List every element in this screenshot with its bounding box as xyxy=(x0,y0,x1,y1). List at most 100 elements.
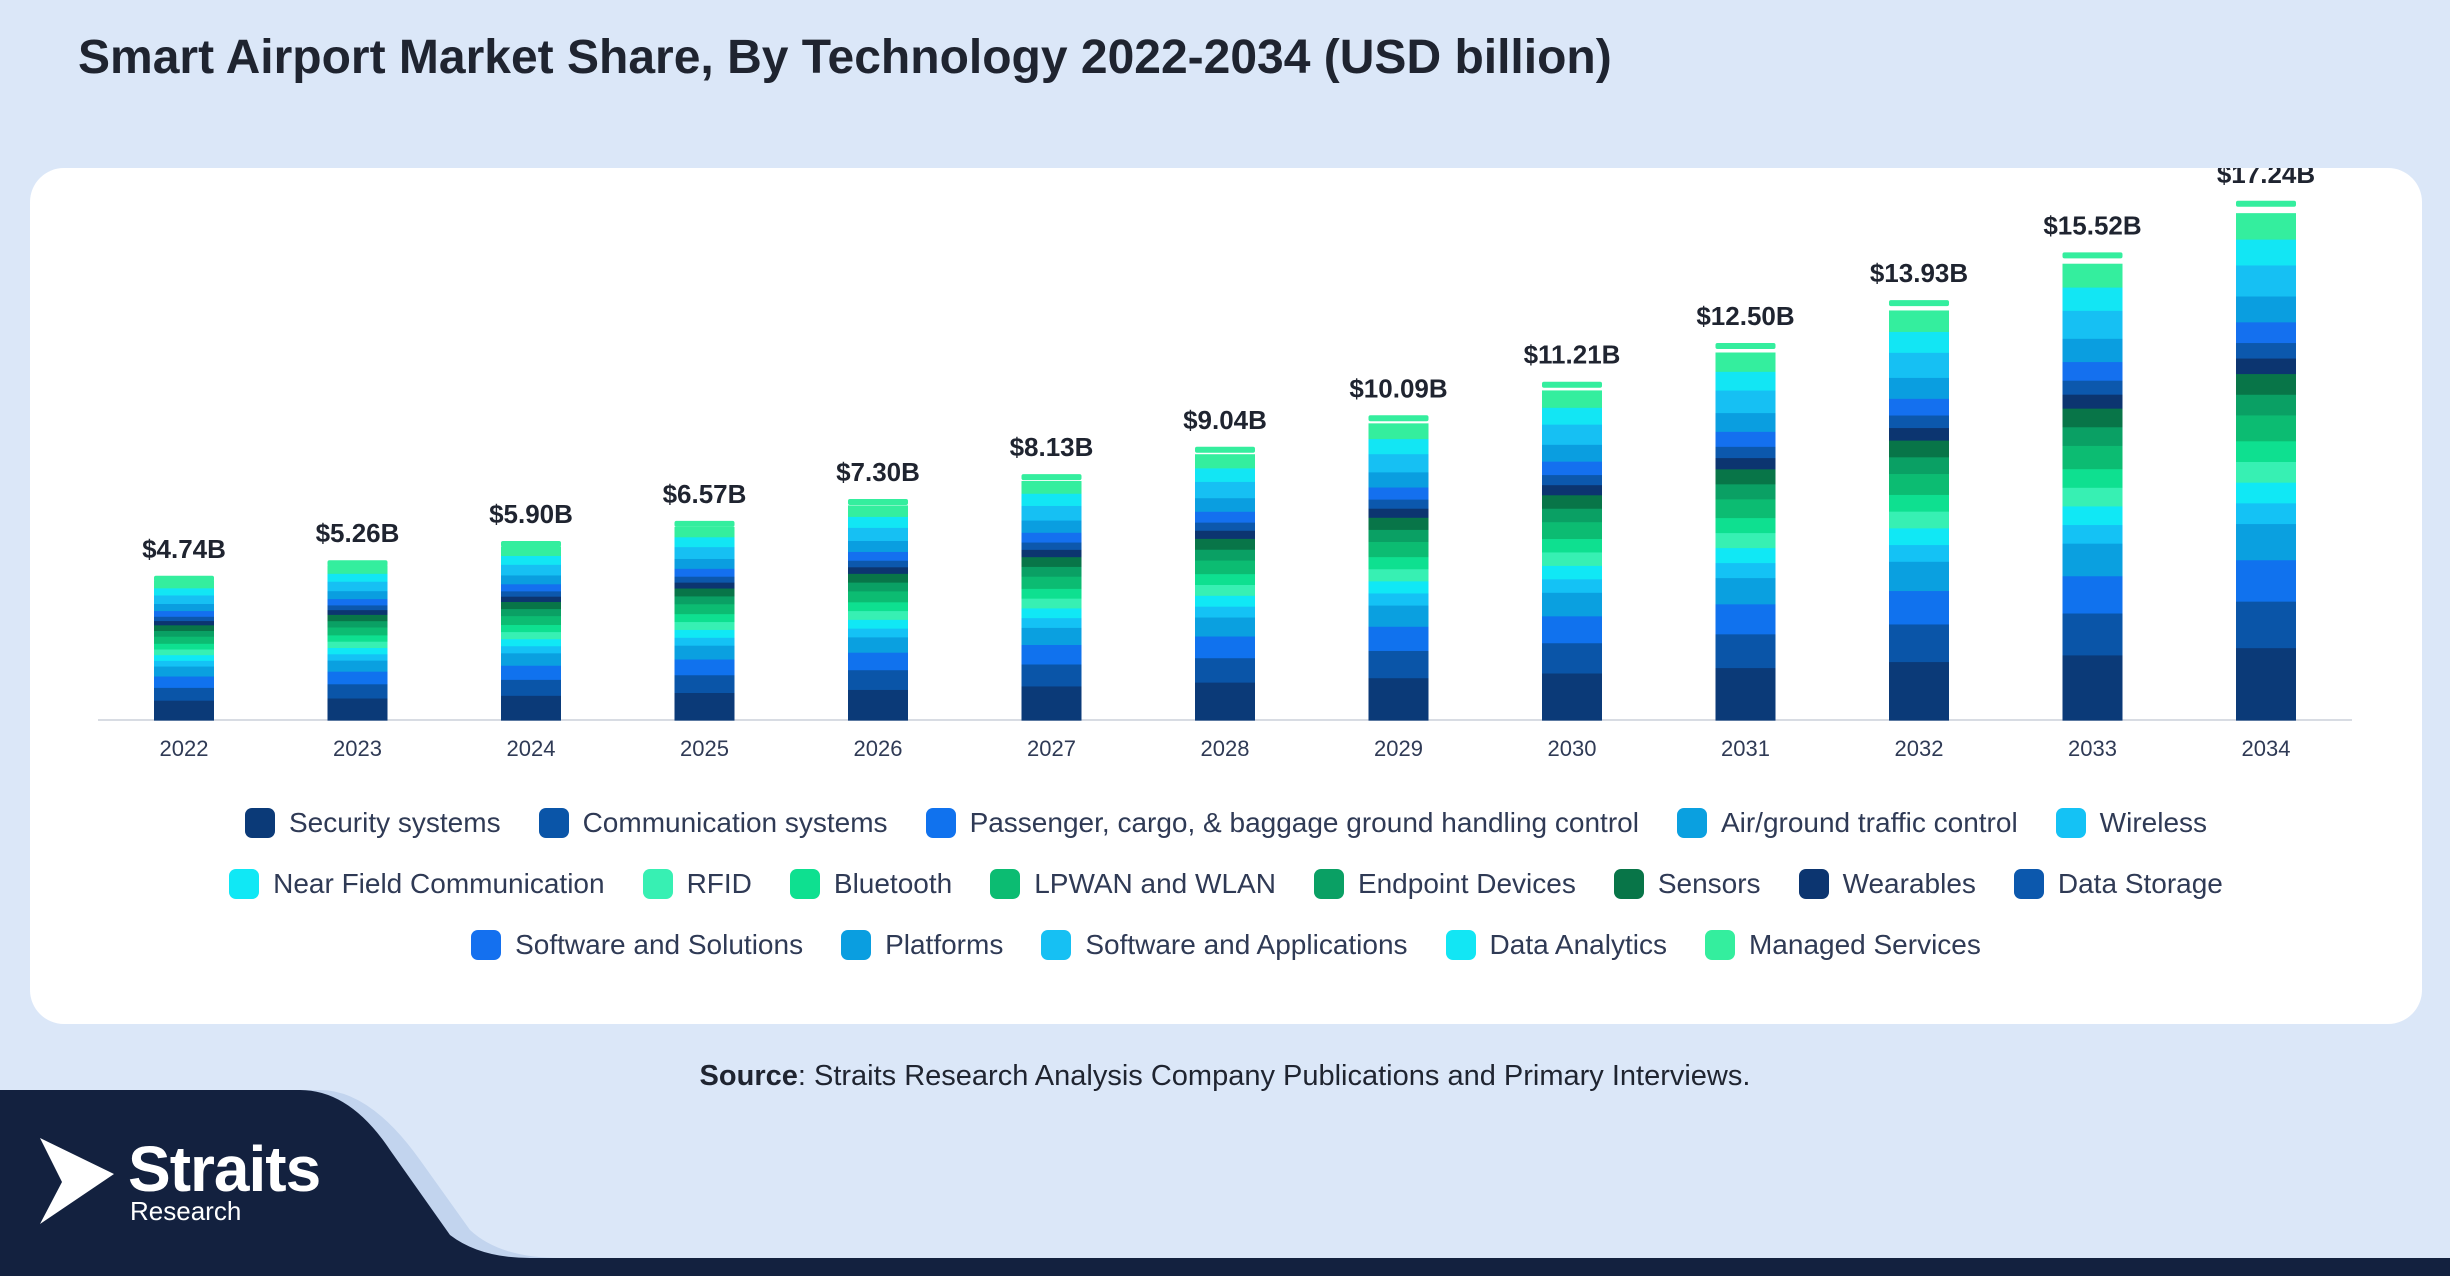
bar-segment-2034-4 xyxy=(2236,523,2296,561)
legend-swatch xyxy=(841,929,872,960)
bar-segment-2026-15 xyxy=(848,540,908,552)
bar-total-label: $8.13B xyxy=(1010,432,1094,462)
bar-segment-2027-11 xyxy=(1021,556,1082,567)
legend-swatch xyxy=(925,807,956,838)
legend-item[interactable]: Bluetooth xyxy=(789,867,953,900)
bar-segment-2033-9 xyxy=(2062,445,2123,470)
bar-segment-2025-14 xyxy=(674,568,735,577)
bar-segment-2025-12 xyxy=(674,582,735,589)
bar-segment-2023-16 xyxy=(327,581,388,592)
bar-segment-2025-9 xyxy=(674,603,735,615)
legend-item[interactable]: Software and Applications xyxy=(1041,929,1408,961)
bar-segment-2026-14 xyxy=(848,551,908,561)
bar-segment-2027-4 xyxy=(1021,627,1082,645)
bar-segment-2034-11 xyxy=(2236,373,2296,395)
bar-segment-2028-14 xyxy=(1195,511,1255,523)
bar-segment-2027-16 xyxy=(1021,505,1082,521)
x-tick-label: 2022 xyxy=(160,736,209,761)
bar-segment-2025-5 xyxy=(674,637,735,646)
legend-label: Bluetooth xyxy=(833,867,953,899)
bar-segment-2026-13 xyxy=(848,560,908,568)
bar-segment-2025-8 xyxy=(674,613,735,623)
bar-segment-2022-7 xyxy=(154,648,214,656)
bar-segment-2025-7 xyxy=(674,621,735,630)
bar-segment-2022-1 xyxy=(154,700,214,721)
bar-segment-2027-13 xyxy=(1021,541,1082,550)
bar-segment-2022-3 xyxy=(154,675,214,688)
bar-segment-2022-16 xyxy=(154,594,214,604)
bar-segment-2023-18 xyxy=(327,565,388,574)
legend-item[interactable]: Wireless xyxy=(2055,806,2208,839)
bar-segment-2032-12 xyxy=(1889,427,1949,441)
bar-total-label: $12.50B xyxy=(1696,301,1794,331)
bar-segment-2032-18 xyxy=(1889,310,1949,332)
bar-segment-2034-12 xyxy=(2236,357,2296,375)
bar-segment-2025-10 xyxy=(674,595,735,605)
legend-item[interactable]: Software and Solutions xyxy=(471,929,803,961)
bar-segment-2024-15 xyxy=(501,574,561,585)
legend-item[interactable]: Platforms xyxy=(841,929,1003,961)
logo-subtitle: Research xyxy=(130,1196,242,1226)
legend-label: Software and Solutions xyxy=(515,928,804,960)
bar-segment-2029-18 xyxy=(1368,423,1429,440)
bar-segment-2033-2 xyxy=(2062,612,2123,656)
bar-segment-2025-4 xyxy=(674,645,735,660)
bar-segment-2026-5 xyxy=(848,628,908,638)
bar-segment-2033-8 xyxy=(2062,468,2123,488)
legend-item[interactable]: Managed Services xyxy=(1704,929,1981,961)
bar-segment-2033-13 xyxy=(2062,380,2123,395)
bar-segment-2031-5 xyxy=(1715,562,1776,579)
bar-segment-2033-10 xyxy=(2062,426,2123,446)
bar-segment-2023-2 xyxy=(327,683,388,699)
bar-cap-2031 xyxy=(1715,343,1776,349)
bar-segment-2032-7 xyxy=(1889,511,1949,529)
bar-segment-2024-1 xyxy=(501,695,561,721)
bar-segment-2025-2 xyxy=(674,674,735,694)
legend-item[interactable]: LPWAN and WLAN xyxy=(990,868,1276,900)
bar-segment-2031-4 xyxy=(1715,577,1776,605)
bar-segment-2022-8 xyxy=(154,643,214,650)
bar-segment-2030-13 xyxy=(1542,474,1602,486)
legend-item[interactable]: Data Storage xyxy=(2013,868,2223,900)
bar-segment-2031-10 xyxy=(1715,483,1776,500)
bar-segment-2028-15 xyxy=(1195,497,1255,512)
legend-label: Wireless xyxy=(2099,806,2208,838)
bar-segment-2024-12 xyxy=(501,596,561,603)
logo-wordmark: Straits xyxy=(128,1133,321,1205)
bar-segment-2023-13 xyxy=(327,604,388,611)
bar-segment-2028-11 xyxy=(1195,538,1255,550)
legend-item[interactable]: Air/ground traffic control xyxy=(1676,807,2018,839)
legend-item[interactable]: Endpoint Devices xyxy=(1313,868,1576,900)
bar-segment-2034-17 xyxy=(2236,239,2296,266)
bar-segment-2030-17 xyxy=(1542,407,1602,425)
bar-segment-2023-3 xyxy=(327,671,388,685)
bar-segment-2028-13 xyxy=(1195,522,1255,531)
bar-segment-2032-11 xyxy=(1889,440,1949,458)
bar-segment-2025-6 xyxy=(674,629,735,638)
bar-segment-2028-17 xyxy=(1195,467,1255,482)
bar-segment-2032-17 xyxy=(1889,331,1949,353)
legend-item[interactable]: RFID xyxy=(642,868,752,900)
legend-item[interactable]: Near Field Communication xyxy=(229,868,605,900)
legend-swatch xyxy=(642,868,673,899)
bar-segment-2028-16 xyxy=(1195,481,1255,499)
legend-item[interactable]: Data Analytics xyxy=(1445,929,1667,961)
legend-item[interactable]: Security systems xyxy=(244,807,501,839)
bar-segment-2028-9 xyxy=(1195,559,1255,575)
bar-segment-2029-5 xyxy=(1368,592,1429,606)
bar-segment-2026-18 xyxy=(848,505,908,517)
bar-segment-2034-2 xyxy=(2236,601,2296,649)
legend-label: LPWAN and WLAN xyxy=(1034,867,1276,899)
bar-segment-2024-16 xyxy=(501,564,561,576)
bar-segment-2028-10 xyxy=(1195,549,1255,561)
bar-segment-2029-17 xyxy=(1368,438,1429,455)
bar-segment-2023-11 xyxy=(327,614,388,622)
bar-segment-2026-10 xyxy=(848,582,908,592)
legend-item[interactable]: Communication systems xyxy=(538,807,888,839)
legend-item[interactable]: Passenger, cargo, & baggage ground handl… xyxy=(925,807,1639,839)
legend-item[interactable]: Sensors xyxy=(1613,868,1761,900)
legend-swatch xyxy=(1798,868,1829,899)
legend-swatch xyxy=(990,868,1021,899)
legend-row: Software and Solutions Platforms Software … xyxy=(30,914,2422,975)
legend-item[interactable]: Wearables xyxy=(1798,868,1976,900)
